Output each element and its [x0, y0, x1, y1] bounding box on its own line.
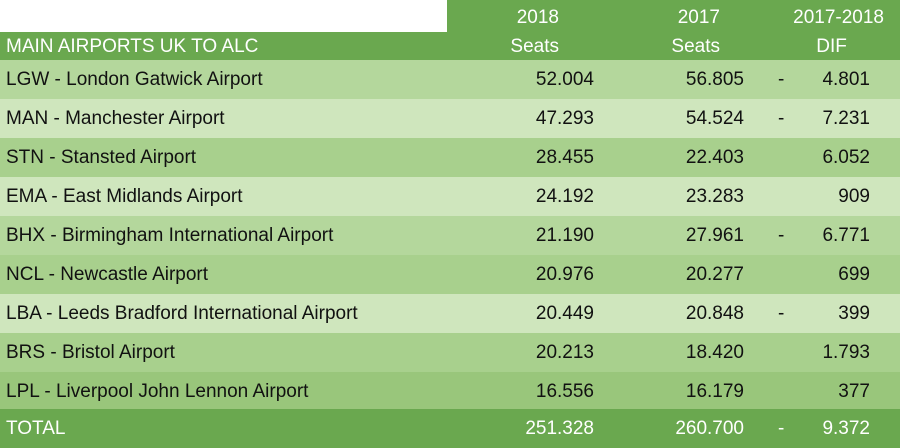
seats-2017: 16.179: [685, 381, 744, 402]
seats-2018: 21.190: [535, 225, 594, 246]
seats-dif: 7.231: [822, 108, 870, 129]
table-header: MAIN AIRPORTS UK TO ALC 2018 Seats 2017 …: [0, 0, 900, 60]
header-2017-seats: 2017 Seats: [671, 7, 720, 57]
table-row: BHX - Birmingham International Airport 2…: [0, 216, 900, 255]
seats-dif: 4.801: [822, 69, 870, 90]
airport-name: NCL - Newcastle Airport: [6, 264, 209, 285]
seats-2018: 24.192: [535, 186, 594, 207]
total-label: TOTAL: [6, 418, 66, 439]
header-dif: 2017-2018 DIF: [793, 7, 884, 57]
seats-2017: 20.277: [685, 264, 744, 285]
airport-name: BHX - Birmingham International Airport: [6, 225, 334, 246]
table-row: LPL - Liverpool John Lennon Airport 16.5…: [0, 372, 900, 411]
table-row: BRS - Bristol Airport 20.213 18.420 1.79…: [0, 333, 900, 372]
airport-name: LPL - Liverpool John Lennon Airport: [6, 381, 309, 402]
table-row: STN - Stansted Airport 28.455 22.403 6.0…: [0, 138, 900, 177]
total-dif-sign: -: [778, 418, 785, 439]
seats-dif: 699: [838, 264, 870, 285]
seats-2018: 20.213: [535, 342, 594, 363]
table-title: MAIN AIRPORTS UK TO ALC: [6, 36, 259, 57]
total-seats-2017: 260.700: [675, 418, 744, 439]
table-row: EMA - East Midlands Airport 24.192 23.28…: [0, 177, 900, 216]
airport-name: LGW - London Gatwick Airport: [6, 69, 263, 90]
seats-dif: 1.793: [822, 342, 870, 363]
seats-2017: 27.961: [685, 225, 744, 246]
seats-2018: 20.976: [535, 264, 594, 285]
total-row: TOTAL 251.328 260.700 - 9.372: [0, 409, 900, 448]
seats-dif: 909: [838, 186, 870, 207]
seats-2018: 20.449: [535, 303, 594, 324]
table-row: NCL - Newcastle Airport 20.976 20.277 69…: [0, 255, 900, 294]
airport-name: BRS - Bristol Airport: [6, 342, 175, 363]
dif-sign: -: [778, 225, 785, 246]
dif-sign: -: [778, 69, 785, 90]
seats-2017: 54.524: [685, 108, 744, 129]
seats-2018: 52.004: [535, 69, 594, 90]
seats-2017: 18.420: [685, 342, 744, 363]
seats-dif: 6.771: [822, 225, 870, 246]
header-blank-cell: [0, 0, 447, 32]
table-row: LGW - London Gatwick Airport 52.004 56.8…: [0, 60, 900, 99]
airport-name: EMA - East Midlands Airport: [6, 186, 243, 207]
header-2018-seats: 2018 Seats: [510, 7, 559, 57]
seats-2018: 28.455: [535, 147, 594, 168]
seats-2017: 20.848: [685, 303, 744, 324]
seats-2018: 16.556: [535, 381, 594, 402]
table-row: MAN - Manchester Airport 47.293 54.524 -…: [0, 99, 900, 138]
dif-sign: -: [778, 108, 785, 129]
seats-2017: 22.403: [685, 147, 744, 168]
airport-name: MAN - Manchester Airport: [6, 108, 225, 129]
seats-2018: 47.293: [535, 108, 594, 129]
total-seats-2018: 251.328: [525, 418, 594, 439]
table-row: LBA - Leeds Bradford International Airpo…: [0, 294, 900, 333]
dif-sign: -: [778, 303, 785, 324]
airport-name: STN - Stansted Airport: [6, 147, 197, 168]
seats-2017: 56.805: [685, 69, 744, 90]
total-seats-dif: 9.372: [822, 418, 870, 439]
seats-dif: 6.052: [822, 147, 870, 168]
seats-dif: 399: [838, 303, 870, 324]
seats-2017: 23.283: [685, 186, 744, 207]
airport-name: LBA - Leeds Bradford International Airpo…: [6, 303, 358, 324]
seats-dif: 377: [838, 381, 870, 402]
